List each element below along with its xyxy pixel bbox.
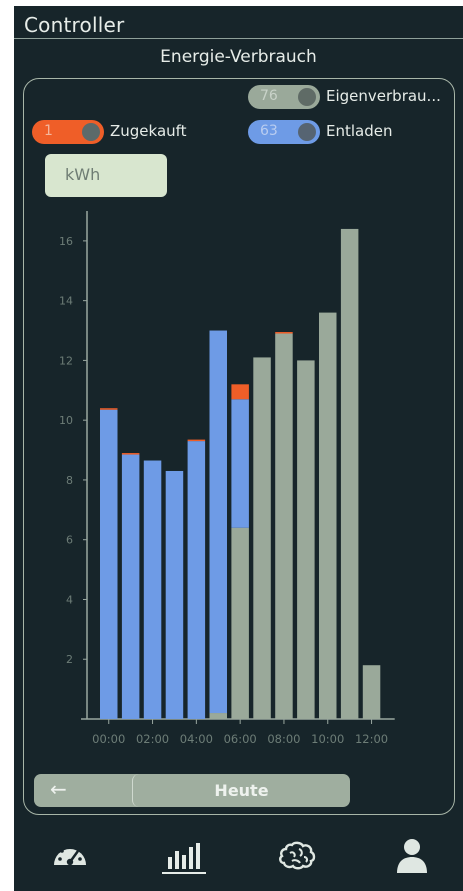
bar-segment xyxy=(209,713,227,719)
user-icon xyxy=(397,839,427,873)
zugekauft-value: 1 xyxy=(44,123,53,139)
bar-chart-icon xyxy=(162,843,206,874)
day-navigation: ← Heute xyxy=(34,774,350,807)
x-tick-label: 06:00 xyxy=(224,732,257,746)
previous-day-button[interactable]: ← xyxy=(34,774,114,807)
header-divider xyxy=(14,38,463,39)
toggle-entladen[interactable]: 63 xyxy=(248,120,320,144)
y-tick-label: 8 xyxy=(66,474,73,487)
energy-bar-chart: 2 4 6 8 10 12 14 16 00:00 02:00 04:00 06:00 08:00 10:… xyxy=(59,211,395,746)
eigenverbrauch-value: 76 xyxy=(260,88,278,104)
bar-segment xyxy=(121,453,140,455)
bar-segment xyxy=(187,441,206,719)
x-tick-label: 10:00 xyxy=(311,732,344,746)
section-title: Energie-Verbrauch xyxy=(160,47,317,67)
x-tick-label: 00:00 xyxy=(92,732,125,746)
zugekauft-label: Zugekauft xyxy=(110,122,187,140)
unit-selector[interactable]: kWh xyxy=(45,154,167,197)
bar-segment xyxy=(319,312,337,719)
bar-segment xyxy=(187,439,206,442)
tab-profile[interactable] xyxy=(392,835,432,879)
bottom-tab-bar xyxy=(14,831,463,891)
bar-segment xyxy=(231,527,249,719)
entladen-value: 63 xyxy=(260,123,278,139)
energy-chart-card xyxy=(23,78,455,815)
toggle-knob xyxy=(298,88,316,106)
toggle-zugekauft[interactable]: 1 xyxy=(32,120,104,144)
bar-segment xyxy=(231,399,249,528)
bar-segment xyxy=(340,228,359,719)
tab-statistics[interactable] xyxy=(160,835,208,879)
toggle-eigenverbrauch[interactable]: 76 xyxy=(248,85,320,109)
bar-segment xyxy=(231,384,249,400)
bar-segment xyxy=(275,333,293,719)
bar-segment xyxy=(275,332,293,334)
toggle-knob xyxy=(82,123,100,141)
y-tick-label: 2 xyxy=(66,653,73,666)
y-tick-label: 14 xyxy=(59,295,73,308)
bar-segment xyxy=(121,454,140,719)
y-tick-label: 6 xyxy=(66,534,73,547)
bar-segment xyxy=(253,357,271,719)
gauge-icon xyxy=(54,845,86,866)
bar-segment xyxy=(143,460,162,719)
bar-segment xyxy=(100,408,118,410)
bar-segment xyxy=(297,360,315,719)
bar-segment xyxy=(209,330,227,714)
bar-segment xyxy=(165,470,184,719)
tab-dashboard[interactable] xyxy=(50,835,90,879)
y-tick-label: 4 xyxy=(66,593,73,606)
arrow-left-icon: ← xyxy=(50,777,67,801)
today-button[interactable]: Heute xyxy=(132,774,350,807)
y-tick-label: 16 xyxy=(59,235,73,248)
y-tick-label: 10 xyxy=(59,414,73,427)
bar-segment xyxy=(100,409,118,719)
app-title: Controller xyxy=(24,13,125,37)
x-tick-label: 08:00 xyxy=(267,732,300,746)
brain-icon xyxy=(279,841,316,870)
bar-segment xyxy=(362,665,381,719)
eigenverbrauch-label: Eigenverbrau... xyxy=(326,87,441,105)
x-tick-label: 12:00 xyxy=(355,732,388,746)
x-tick-label: 04:00 xyxy=(180,732,213,746)
app-screen: Controller Energie-Verbrauch 76 Eigenver… xyxy=(14,6,463,891)
unit-label: kWh xyxy=(65,165,101,184)
x-tick-label: 02:00 xyxy=(136,732,169,746)
entladen-label: Entladen xyxy=(326,122,393,140)
y-tick-label: 12 xyxy=(59,354,73,367)
tab-ai[interactable] xyxy=(276,835,318,879)
toggle-knob xyxy=(298,123,316,141)
